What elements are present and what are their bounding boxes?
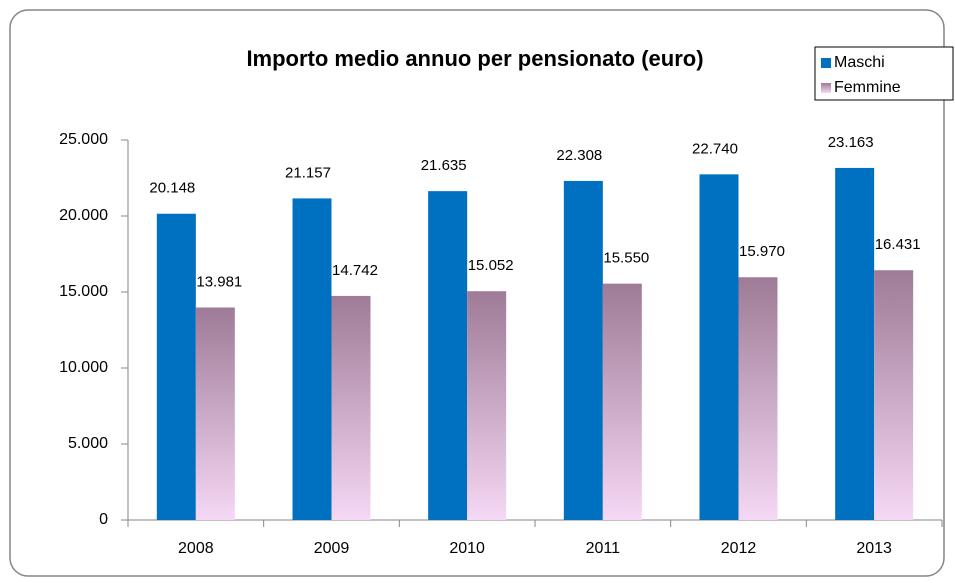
bar <box>738 277 778 520</box>
value-label: 15.970 <box>739 243 785 260</box>
bar <box>156 213 196 520</box>
bar <box>699 174 739 521</box>
x-tick-label: 2008 <box>178 540 214 557</box>
bar <box>835 167 875 520</box>
bar <box>467 291 507 520</box>
bar <box>428 191 468 520</box>
chart-title: Importo medio annuo per pensionato (euro… <box>246 46 703 71</box>
x-tick-label: 2013 <box>856 540 892 557</box>
value-label: 23.163 <box>828 134 874 151</box>
legend-label: Femmine <box>834 79 901 96</box>
y-tick-label: 25.000 <box>59 131 108 148</box>
x-tick-label: 2009 <box>314 540 350 557</box>
value-label: 22.740 <box>692 140 738 157</box>
value-label: 16.431 <box>875 236 921 253</box>
bar <box>874 270 914 520</box>
bar <box>602 283 642 520</box>
value-label: 14.742 <box>332 262 378 279</box>
bar <box>331 295 371 520</box>
value-label: 21.635 <box>421 157 467 174</box>
legend-swatch <box>821 58 831 68</box>
value-label: 15.052 <box>468 257 514 274</box>
bar <box>195 307 235 520</box>
bar <box>563 180 603 520</box>
y-tick-label: 15.000 <box>59 283 108 300</box>
x-tick-label: 2011 <box>586 540 621 557</box>
y-tick-label: 0 <box>99 511 108 528</box>
x-tick-label: 2012 <box>721 540 757 557</box>
x-tick-label: 2010 <box>449 540 485 557</box>
y-tick-label: 5.000 <box>68 435 108 452</box>
legend-box <box>814 46 954 101</box>
bar <box>292 198 332 520</box>
value-label: 15.550 <box>603 250 649 267</box>
value-label: 22.308 <box>556 147 602 164</box>
legend-swatch <box>821 83 831 93</box>
legend-label: Maschi <box>834 54 885 71</box>
value-label: 21.157 <box>285 164 331 181</box>
value-label: 20.148 <box>149 180 195 197</box>
y-tick-label: 20.000 <box>59 207 108 224</box>
value-label: 13.981 <box>196 273 242 290</box>
y-tick-label: 10.000 <box>59 359 108 376</box>
